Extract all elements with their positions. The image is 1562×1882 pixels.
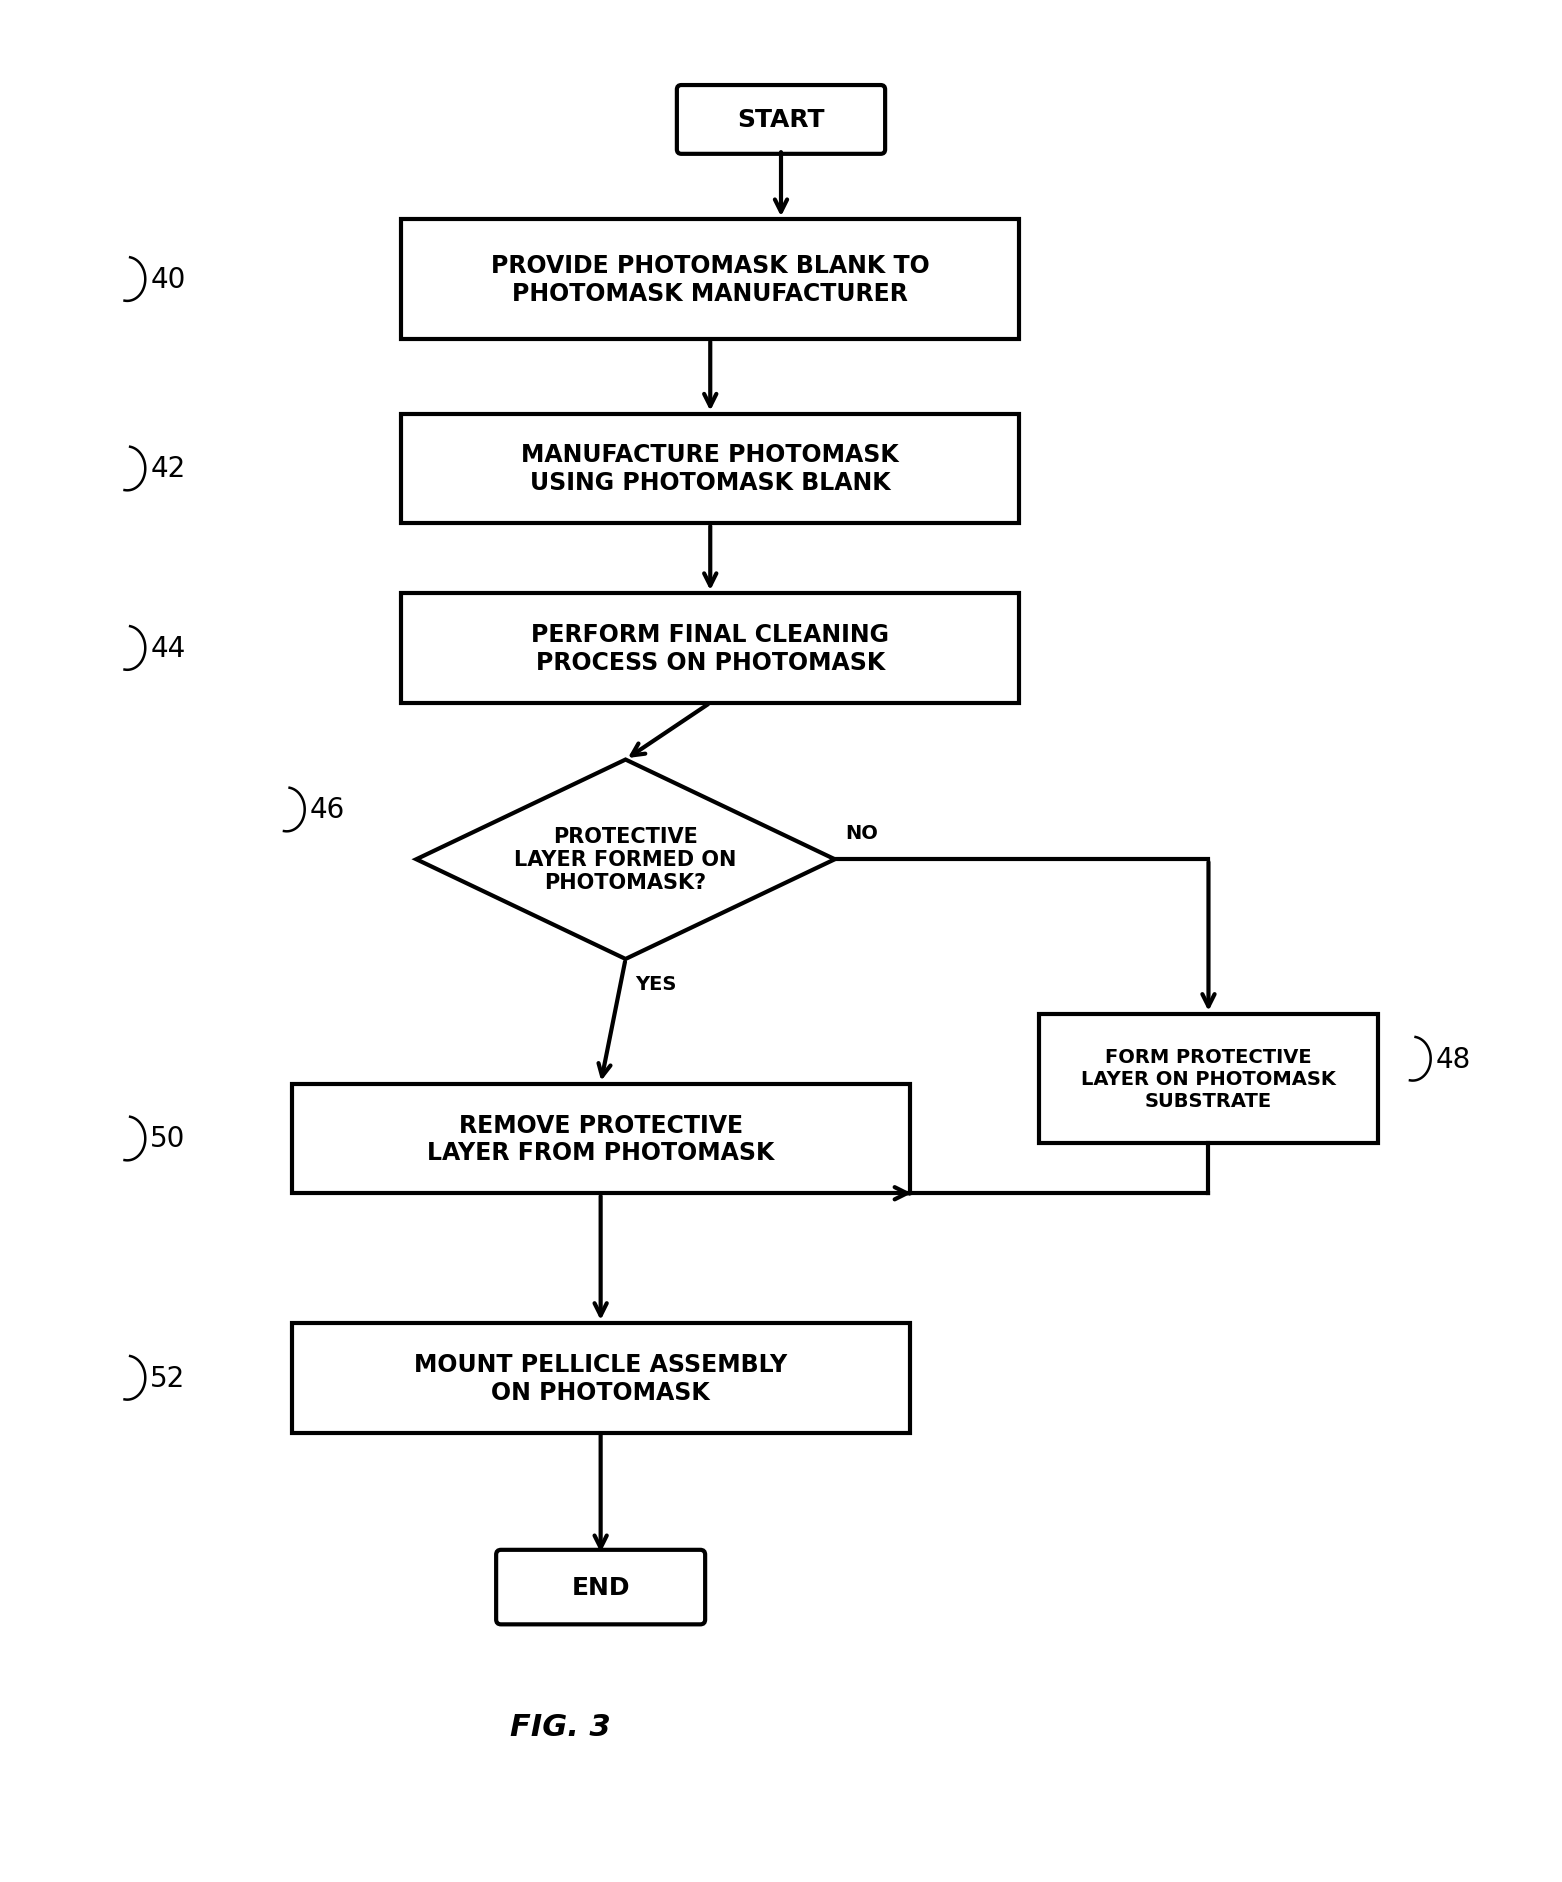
Text: MOUNT PELLICLE ASSEMBLY
ON PHOTOMASK: MOUNT PELLICLE ASSEMBLY ON PHOTOMASK bbox=[414, 1351, 787, 1404]
Text: REMOVE PROTECTIVE
LAYER FROM PHOTOMASK: REMOVE PROTECTIVE LAYER FROM PHOTOMASK bbox=[426, 1112, 775, 1165]
Text: 40: 40 bbox=[150, 265, 186, 294]
Bar bbox=[401, 414, 1018, 523]
Text: START: START bbox=[737, 109, 825, 132]
FancyBboxPatch shape bbox=[497, 1551, 704, 1624]
Text: 52: 52 bbox=[150, 1364, 186, 1393]
Text: YES: YES bbox=[636, 975, 676, 994]
Text: 46: 46 bbox=[309, 796, 345, 824]
Text: MANUFACTURE PHOTOMASK
USING PHOTOMASK BLANK: MANUFACTURE PHOTOMASK USING PHOTOMASK BL… bbox=[522, 444, 900, 495]
Polygon shape bbox=[417, 760, 834, 960]
Text: FIG. 3: FIG. 3 bbox=[511, 1713, 611, 1741]
Bar bbox=[401, 220, 1018, 339]
Text: END: END bbox=[572, 1575, 629, 1600]
Bar bbox=[401, 593, 1018, 704]
Text: 44: 44 bbox=[150, 634, 186, 662]
Bar bbox=[292, 1084, 909, 1193]
Text: PROTECTIVE
LAYER FORMED ON
PHOTOMASK?: PROTECTIVE LAYER FORMED ON PHOTOMASK? bbox=[514, 826, 737, 892]
Text: PROVIDE PHOTOMASK BLANK TO
PHOTOMASK MANUFACTURER: PROVIDE PHOTOMASK BLANK TO PHOTOMASK MAN… bbox=[490, 254, 929, 305]
Text: FORM PROTECTIVE
LAYER ON PHOTOMASK
SUBSTRATE: FORM PROTECTIVE LAYER ON PHOTOMASK SUBST… bbox=[1081, 1048, 1336, 1110]
Text: 50: 50 bbox=[150, 1125, 186, 1154]
Text: 42: 42 bbox=[150, 455, 186, 484]
Bar bbox=[292, 1323, 909, 1432]
FancyBboxPatch shape bbox=[676, 87, 886, 154]
Text: 48: 48 bbox=[1435, 1045, 1471, 1073]
Bar bbox=[1039, 1014, 1378, 1144]
Text: NO: NO bbox=[845, 824, 878, 843]
Text: PERFORM FINAL CLEANING
PROCESS ON PHOTOMASK: PERFORM FINAL CLEANING PROCESS ON PHOTOM… bbox=[531, 623, 889, 674]
